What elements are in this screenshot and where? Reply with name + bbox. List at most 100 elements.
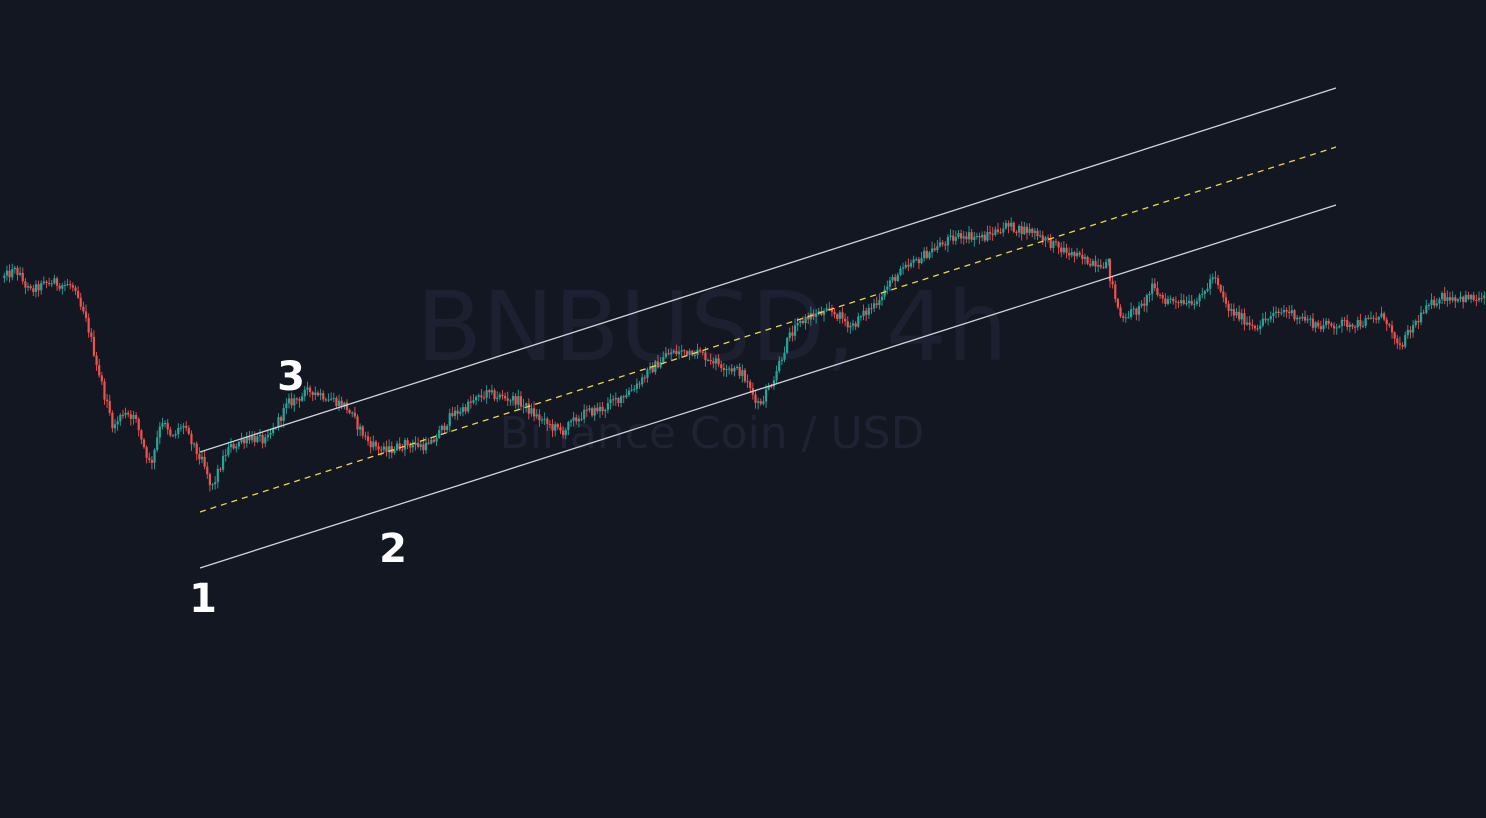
- candle-body: [150, 459, 154, 463]
- candle-body: [1081, 254, 1084, 259]
- candle-body: [1153, 283, 1156, 289]
- candle-body: [912, 259, 915, 263]
- channel-median-line[interactable]: [199, 146, 1337, 513]
- candle-body: [69, 284, 72, 286]
- candle-body: [641, 377, 644, 385]
- candle-body: [359, 426, 362, 430]
- candle-body: [593, 407, 596, 416]
- candle-body: [369, 441, 372, 448]
- candle-body: [417, 442, 420, 447]
- candle-body: [229, 444, 233, 448]
- channel-upper-line[interactable]: [199, 87, 1337, 453]
- candle-body: [345, 402, 349, 411]
- candle-body: [1148, 293, 1151, 296]
- candle-body: [1145, 295, 1148, 306]
- candle-body: [1078, 252, 1081, 255]
- candle-body: [135, 414, 138, 419]
- candle-body: [572, 417, 575, 421]
- candle-body: [854, 323, 857, 327]
- candle-body: [243, 439, 246, 444]
- candle-body: [1216, 278, 1220, 286]
- candle-body: [693, 354, 696, 356]
- candle-body: [332, 397, 335, 399]
- candle-body: [1102, 267, 1105, 269]
- candle-body: [1343, 319, 1346, 321]
- candle-body: [24, 281, 27, 288]
- candle-body: [509, 400, 512, 402]
- candle-body: [1187, 300, 1191, 304]
- candle-body: [706, 359, 710, 361]
- candle-body: [258, 434, 262, 437]
- candle-body: [743, 370, 747, 382]
- candle-body: [770, 386, 773, 388]
- candle-body: [894, 276, 897, 281]
- candle-body: [1264, 318, 1267, 321]
- candle-body: [308, 387, 312, 392]
- candle-body: [419, 444, 422, 447]
- candle-body: [42, 281, 45, 284]
- candle-body: [301, 396, 304, 401]
- candle-body: [1232, 309, 1235, 316]
- candle-body: [353, 412, 356, 417]
- candle-body: [451, 413, 454, 416]
- candle-body: [1456, 299, 1460, 302]
- candle-body: [1054, 241, 1058, 243]
- candle-body: [1351, 324, 1354, 327]
- candle-body: [780, 359, 783, 361]
- candle-body: [543, 418, 546, 420]
- channel-lower-line[interactable]: [199, 204, 1337, 569]
- candle-body: [986, 232, 989, 241]
- candle-body: [1422, 312, 1425, 314]
- candle-body: [1129, 309, 1133, 318]
- candle-body: [1472, 294, 1475, 300]
- candle-body: [1140, 303, 1143, 307]
- candle-body: [1483, 295, 1486, 298]
- candle-body: [1301, 316, 1304, 319]
- parallel-channel[interactable]: [199, 87, 1337, 569]
- candle-body: [791, 332, 794, 336]
- candle-body: [825, 308, 828, 311]
- candle-body: [1094, 260, 1097, 267]
- candle-body: [377, 446, 380, 450]
- candle-body: [561, 430, 565, 435]
- candle-body: [1348, 324, 1351, 327]
- candle-body: [627, 390, 631, 395]
- candle-body: [1161, 295, 1164, 299]
- candle-body: [1041, 235, 1044, 241]
- candle-body: [1073, 252, 1076, 257]
- candle-body: [111, 412, 114, 429]
- candle-body: [609, 399, 612, 404]
- candle-body: [643, 377, 646, 379]
- candle-body: [606, 403, 609, 410]
- candle-body: [79, 297, 82, 307]
- candle-body: [411, 444, 414, 448]
- candle-body: [1480, 297, 1483, 299]
- candle-body: [701, 351, 704, 353]
- candle-body: [651, 366, 654, 373]
- candle-body: [145, 447, 148, 458]
- candle-body: [583, 409, 586, 419]
- candle-body: [1475, 299, 1478, 301]
- candle-body: [585, 409, 588, 411]
- candle-body: [1111, 281, 1114, 285]
- candle-body: [722, 368, 725, 371]
- candle-body: [1454, 297, 1457, 302]
- candle-body: [32, 288, 35, 292]
- candle-body: [132, 414, 135, 419]
- candle-body: [356, 416, 359, 430]
- candle-body: [129, 414, 132, 419]
- candle-body: [1243, 313, 1246, 325]
- candle-body: [1330, 323, 1333, 326]
- candle-body: [98, 365, 101, 376]
- candle-body: [316, 392, 320, 396]
- candle-body: [762, 401, 765, 404]
- candle-body: [1190, 300, 1193, 305]
- candle-body: [446, 425, 449, 431]
- candle-body: [717, 358, 720, 365]
- candle-body: [907, 264, 910, 267]
- candle-body: [901, 267, 905, 269]
- candle-body: [459, 411, 462, 414]
- candle-body: [598, 406, 602, 412]
- candle-body: [646, 369, 649, 379]
